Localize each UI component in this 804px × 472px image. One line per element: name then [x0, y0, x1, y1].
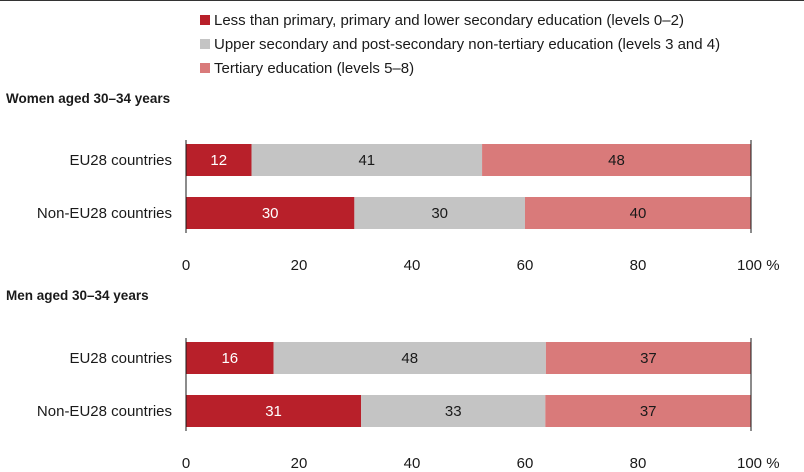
legend-item-tertiary: Tertiary education (levels 5–8)	[200, 56, 720, 80]
bar-segment-women-non-eu28-countries-0	[186, 197, 355, 229]
bar-segment-women-eu28-countries-1	[251, 144, 483, 176]
bar-segment-men-eu28-countries-1	[273, 342, 546, 374]
legend-swatch-upper-secondary	[200, 39, 210, 49]
tick-label-women-1: 20	[291, 257, 308, 274]
category-label-men-non-eu28-countries: Non-EU28 countries	[37, 403, 172, 420]
legend-label-upper-secondary: Upper secondary and post-secondary non-t…	[214, 35, 721, 53]
value-label-women-non-eu28-countries-2: 40	[630, 205, 647, 222]
legend-item-upper-secondary: Upper secondary and post-secondary non-t…	[200, 32, 720, 56]
tick-label-women-5: 100 %	[737, 257, 780, 274]
value-label-women-non-eu28-countries-0: 30	[262, 205, 279, 222]
tick-label-women-2: 40	[404, 257, 421, 274]
panel-title-women: Women aged 30–34 years	[6, 91, 171, 106]
tick-label-men-4: 80	[630, 455, 647, 472]
value-label-men-eu28-countries-2: 37	[640, 350, 657, 367]
legend-label-lower-secondary: Less than primary, primary and lower sec…	[214, 11, 684, 29]
bar-segment-women-eu28-countries-2	[482, 144, 751, 176]
bar-segment-men-non-eu28-countries-1	[361, 395, 546, 427]
category-label-women-non-eu28-countries: Non-EU28 countries	[37, 205, 172, 222]
value-label-men-eu28-countries-0: 16	[221, 350, 238, 367]
value-label-women-eu28-countries-1: 41	[358, 152, 375, 169]
legend-swatch-lower-secondary	[200, 15, 210, 25]
legend: Less than primary, primary and lower sec…	[200, 8, 720, 80]
bar-segment-women-eu28-countries-0	[186, 144, 252, 176]
legend-item-lower-secondary: Less than primary, primary and lower sec…	[200, 8, 720, 32]
value-label-men-non-eu28-countries-1: 33	[445, 403, 462, 420]
bar-segment-men-non-eu28-countries-2	[545, 395, 751, 427]
tick-label-women-3: 60	[517, 257, 534, 274]
bar-segment-women-non-eu28-countries-2	[525, 197, 751, 229]
legend-label-tertiary: Tertiary education (levels 5–8)	[214, 59, 415, 77]
bar-segment-men-eu28-countries-2	[545, 342, 751, 374]
value-label-men-non-eu28-countries-0: 31	[265, 403, 282, 420]
tick-label-men-1: 20	[291, 455, 308, 472]
bar-segment-women-non-eu28-countries-1	[354, 197, 525, 229]
value-label-women-eu28-countries-2: 48	[608, 152, 625, 169]
value-label-women-non-eu28-countries-1: 30	[431, 205, 448, 222]
tick-label-women-4: 80	[630, 257, 647, 274]
tick-label-women-0: 0	[182, 257, 190, 274]
category-label-men-eu28-countries: EU28 countries	[69, 350, 172, 367]
value-label-women-eu28-countries-0: 12	[210, 152, 227, 169]
bar-segment-men-eu28-countries-0	[186, 342, 274, 374]
tick-label-men-5: 100 %	[737, 455, 780, 472]
value-label-men-eu28-countries-1: 48	[401, 350, 418, 367]
tick-label-men-0: 0	[182, 455, 190, 472]
tick-label-men-2: 40	[404, 455, 421, 472]
tick-label-men-3: 60	[517, 455, 534, 472]
bar-segment-men-non-eu28-countries-0	[186, 395, 362, 427]
panel-title-men: Men aged 30–34 years	[6, 288, 149, 303]
value-label-men-non-eu28-countries-2: 37	[640, 403, 657, 420]
top-rule	[0, 0, 804, 1]
category-label-women-eu28-countries: EU28 countries	[69, 152, 172, 169]
legend-swatch-tertiary	[200, 63, 210, 73]
